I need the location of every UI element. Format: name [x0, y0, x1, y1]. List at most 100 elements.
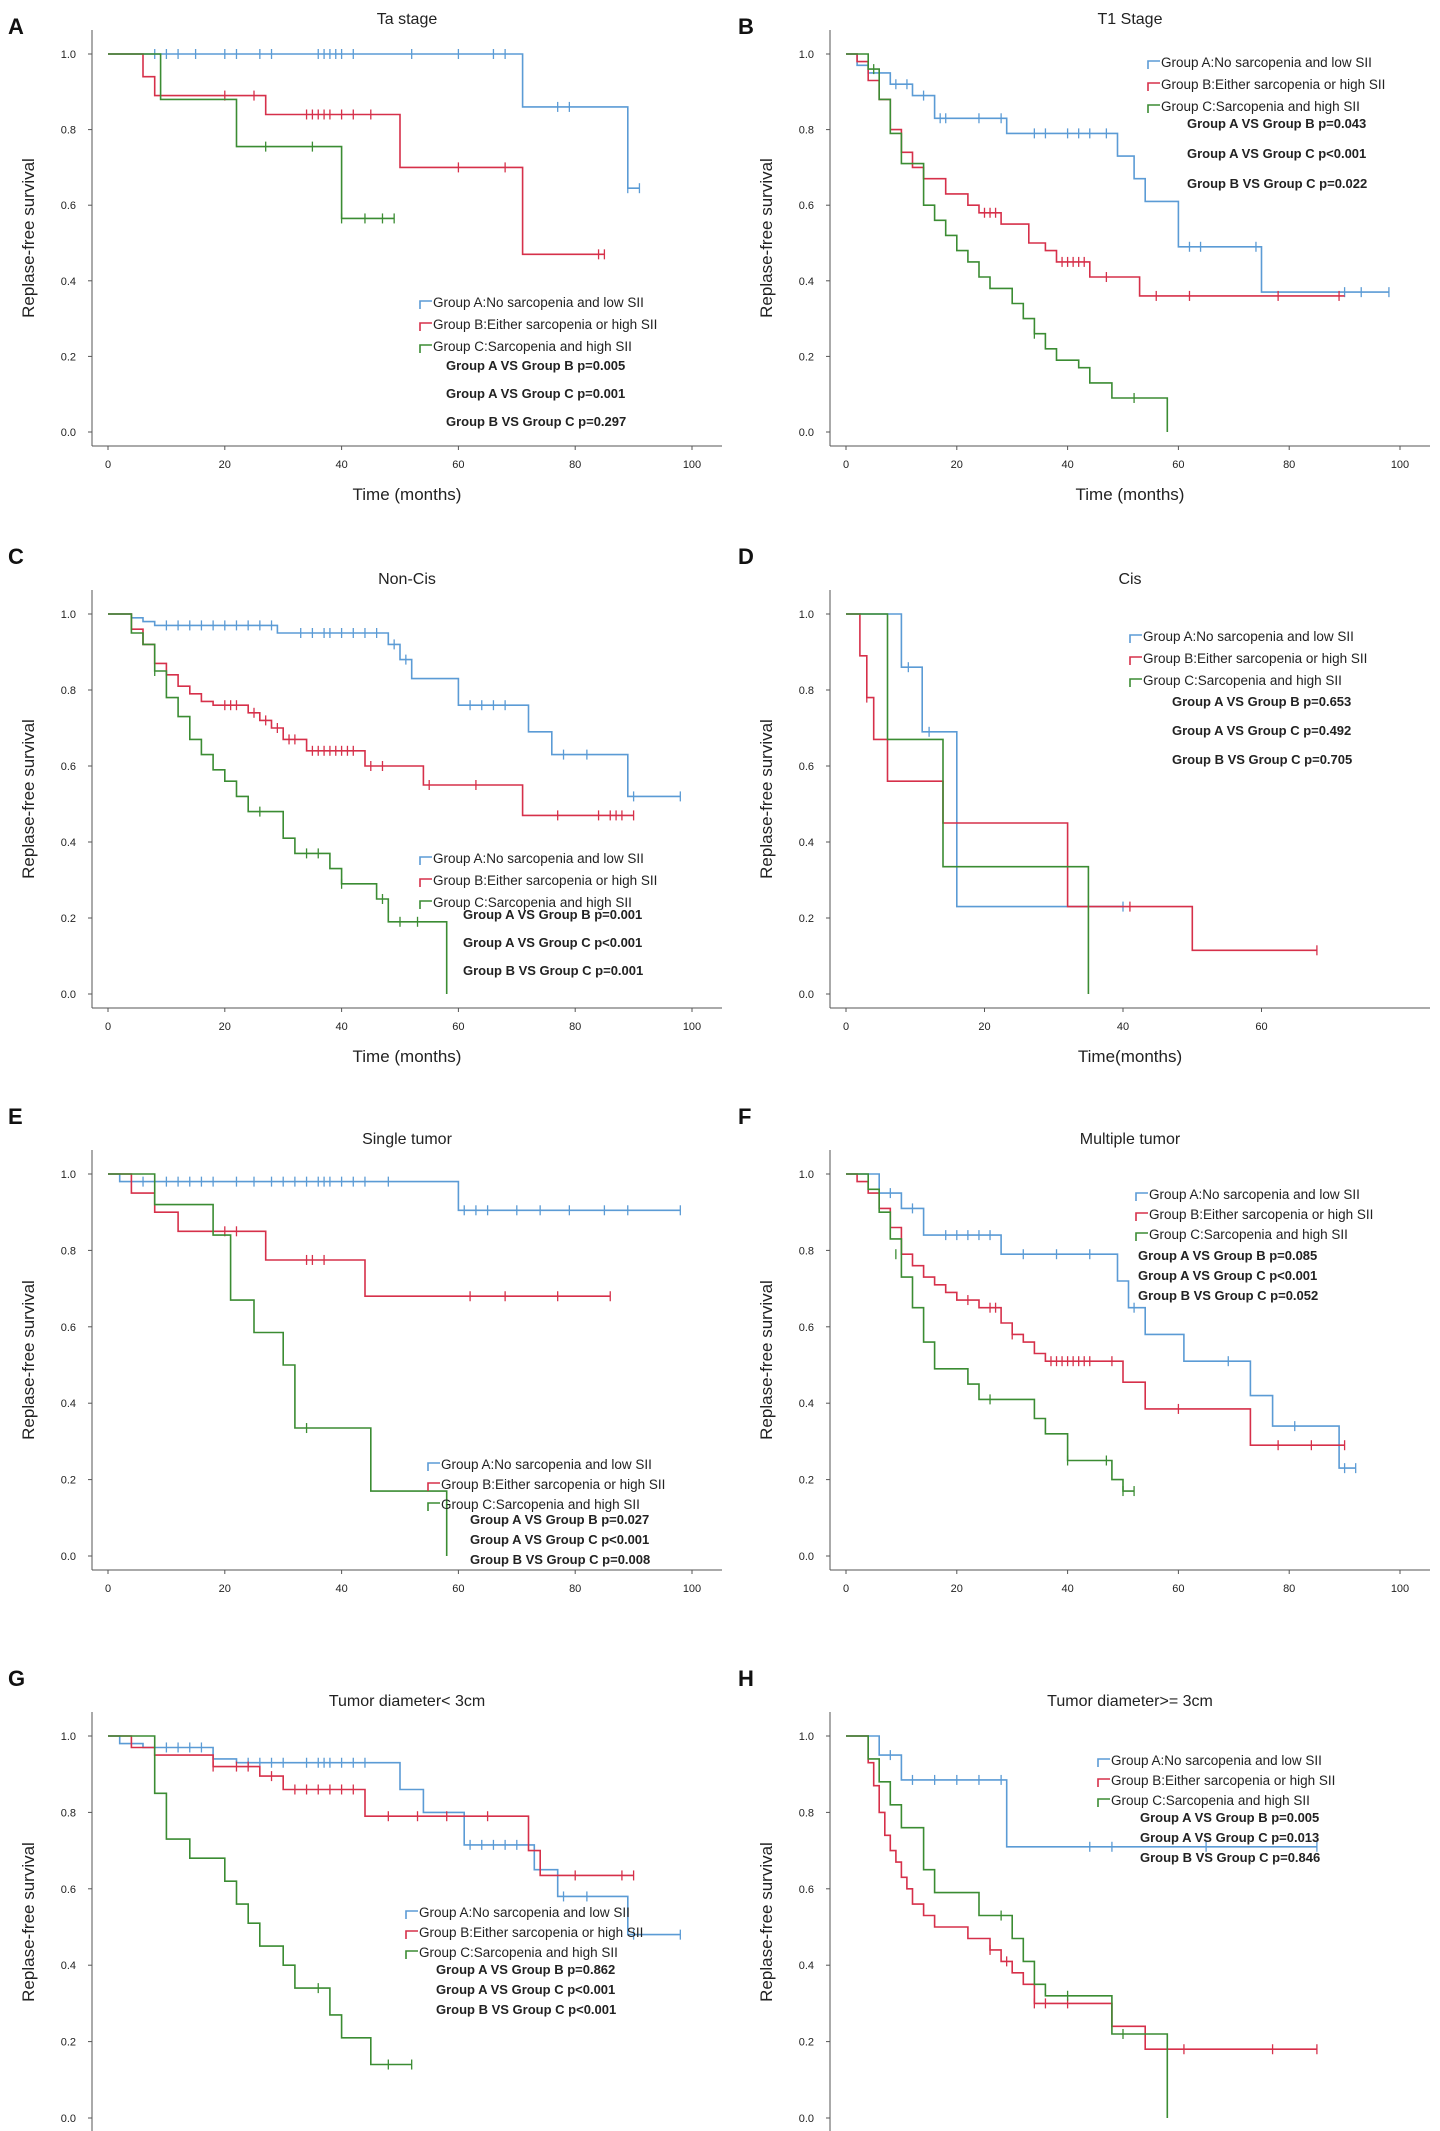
y-tick-label: 0.0 [799, 2113, 814, 2125]
series-line-c [108, 1735, 412, 2066]
series-line-c [108, 613, 448, 994]
x-tick-label: 100 [683, 1583, 701, 1595]
x-tick-label: 80 [569, 1021, 581, 1033]
legend-swatch-c [427, 1502, 440, 1511]
p-value-annotation: Group B VS Group C p=0.001 [463, 963, 643, 978]
x-tick-label: 60 [1172, 459, 1184, 471]
legend-entry: Group C:Sarcopenia and high SII [441, 1497, 640, 1512]
series-line-b [846, 1735, 1317, 2050]
panel-B: B T1 Stage 0 20 40 60 80 100 0.0 0.2 0.4 0.6 0.8 1.0 T… [738, 11, 1430, 504]
y-axis-label: Replase-free survival [19, 158, 38, 318]
legend-swatch-b [1135, 1212, 1148, 1221]
p-value-annotation: Group A VS Group B p=0.862 [436, 1962, 615, 1977]
x-tick-label: 20 [219, 1583, 231, 1595]
legend-entry: Group B:Either sarcopenia or high SII [419, 1925, 643, 1940]
x-tick-label: 20 [219, 459, 231, 471]
y-tick-label: 0.8 [61, 685, 76, 697]
legend-entry: Group C:Sarcopenia and high SII [1111, 1793, 1310, 1808]
chart-title: T1 Stage [1098, 11, 1163, 28]
series-line-a [846, 1735, 1317, 1848]
y-tick-label: 0.6 [61, 200, 76, 212]
chart-title: Non-Cis [378, 571, 436, 588]
series-line-c [846, 1735, 1169, 2118]
legend-entry: Group B:Either sarcopenia or high SII [1161, 77, 1385, 92]
y-tick-label: 0.0 [799, 427, 814, 439]
legend-entry: Group A:No sarcopenia and low SII [1111, 1753, 1322, 1768]
x-tick-label: 40 [1061, 1583, 1073, 1595]
legend-swatch-a [1135, 1192, 1148, 1201]
y-tick-label: 1.0 [61, 1169, 76, 1181]
y-tick-label: 0.2 [799, 2037, 814, 2049]
x-tick-label: 20 [219, 1021, 231, 1033]
series-line-c [108, 53, 395, 220]
x-tick-label: 60 [1255, 1021, 1267, 1033]
legend-entry: Group B:Either sarcopenia or high SII [1111, 1773, 1335, 1788]
panel-label: F [738, 1104, 751, 1129]
y-tick-label: 1.0 [799, 1731, 814, 1743]
x-axis-label: Time (months) [353, 1047, 462, 1066]
y-tick-label: 0.2 [61, 913, 76, 925]
panel-label: E [8, 1104, 23, 1129]
legend-swatch-a [419, 856, 432, 865]
panel-C: C Non-Cis 0 20 40 60 80 100 0.0 0.2 0.4 0.6 0.8 1.0 Ti… [8, 544, 722, 1066]
x-tick-label: 80 [569, 1583, 581, 1595]
x-tick-label: 80 [1283, 1583, 1295, 1595]
panel-label: D [738, 544, 754, 569]
legend-entry: Group A:No sarcopenia and low SII [433, 295, 644, 310]
x-tick-label: 0 [843, 459, 849, 471]
x-tick-label: 20 [951, 1583, 963, 1595]
y-axis-label: Replase-free survival [19, 719, 38, 879]
series-line-b [108, 53, 605, 256]
y-tick-label: 0.2 [61, 1475, 76, 1487]
legend-swatch-c [1147, 104, 1160, 113]
legend-swatch-a [1147, 60, 1160, 69]
p-value-annotation: Group A VS Group B p=0.001 [463, 907, 642, 922]
y-tick-label: 0.2 [61, 2037, 76, 2049]
series-line-c [846, 1173, 1135, 1492]
legend-swatch-c [419, 900, 432, 909]
series-line-c [108, 1173, 448, 1556]
panel-D: D Cis 0 20 40 60 0.0 0.2 0.4 0.6 0.8 1.0 Time(months… [738, 544, 1430, 1066]
p-value-annotation: Group B VS Group C p=0.052 [1138, 1288, 1318, 1303]
y-tick-label: 0.4 [799, 1960, 814, 1972]
y-tick-label: 0.6 [799, 200, 814, 212]
legend-swatch-b [1129, 656, 1142, 665]
y-tick-label: 0.6 [61, 1884, 76, 1896]
legend-swatch-b [419, 322, 432, 331]
x-tick-label: 100 [683, 459, 701, 471]
y-axis-label: Replase-free survival [757, 1842, 776, 2002]
y-axis-label: Replase-free survival [19, 1842, 38, 2002]
legend-swatch-c [419, 344, 432, 353]
x-tick-label: 0 [105, 1583, 111, 1595]
y-tick-label: 0.8 [799, 1245, 814, 1257]
panel-label: H [738, 1666, 754, 1691]
legend-swatch-b [405, 1930, 418, 1939]
y-tick-label: 0.6 [61, 761, 76, 773]
x-tick-label: 100 [1391, 1583, 1409, 1595]
y-tick-label: 0.0 [799, 989, 814, 1001]
legend-entry: Group C:Sarcopenia and high SII [433, 339, 632, 354]
y-tick-label: 0.0 [61, 1551, 76, 1563]
p-value-annotation: Group B VS Group C p=0.008 [470, 1552, 650, 1567]
chart-title: Ta stage [377, 11, 438, 28]
series-line-a [846, 1173, 1356, 1469]
legend-swatch-a [427, 1462, 440, 1471]
legend-swatch-a [1097, 1758, 1110, 1767]
x-tick-label: 20 [951, 459, 963, 471]
x-tick-label: 60 [452, 459, 464, 471]
x-tick-label: 100 [683, 1021, 701, 1033]
p-value-annotation: Group A VS Group C p=0.492 [1172, 723, 1351, 738]
x-tick-label: 0 [843, 1021, 849, 1033]
chart-title: Single tumor [362, 1131, 452, 1148]
series-line-a [108, 1735, 681, 1936]
y-tick-label: 0.4 [61, 276, 76, 288]
legend-swatch-c [405, 1950, 418, 1959]
y-tick-label: 0.4 [799, 1398, 814, 1410]
legend-entry: Group C:Sarcopenia and high SII [1149, 1227, 1348, 1242]
y-tick-label: 0.4 [799, 837, 814, 849]
x-tick-label: 60 [452, 1583, 464, 1595]
x-axis-label: Time(months) [1078, 1047, 1182, 1066]
panel-A: A Ta stage 0 20 40 60 80 100 0.0 0.2 0.4 0.6 0.8 1.0 T… [8, 11, 722, 504]
panel-label: A [8, 14, 24, 39]
